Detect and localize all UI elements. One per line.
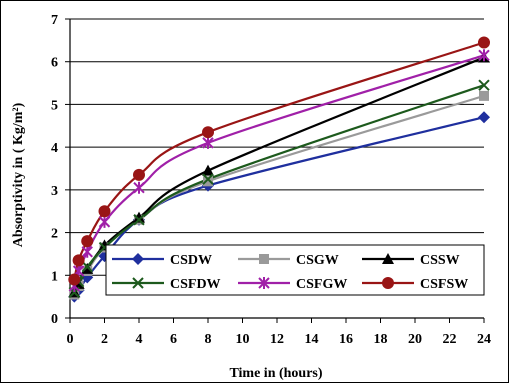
x-tick-label: 10 <box>236 332 250 347</box>
legend-marker <box>132 277 144 289</box>
legend-entry-csfsw: CSFSW <box>362 277 468 292</box>
y-tick-label: 0 <box>51 312 58 327</box>
legend: CSDW CSGW CSSW CSFDW CSFGW CSFSW <box>105 244 485 296</box>
x-tick-label: 14 <box>305 332 319 347</box>
x-tick-labels: 0 2 4 6 8 10 12 14 16 18 20 22 24 <box>67 332 492 347</box>
x-tick-label: 6 <box>170 332 177 347</box>
legend-marker <box>259 254 269 264</box>
legend-label: CSFDW <box>170 277 221 292</box>
legend-entry-csdw: CSDW <box>112 253 212 268</box>
data-point-csfgw <box>202 136 214 149</box>
data-point-csfsw <box>202 126 214 139</box>
data-point-csfsw <box>68 273 81 286</box>
data-point-csgw <box>203 176 213 187</box>
axes <box>65 18 485 323</box>
data-point-csfsw <box>478 36 490 49</box>
legend-entry-cssw: CSSW <box>362 253 460 268</box>
data-point-csfgw <box>81 245 93 258</box>
legend-box <box>105 244 485 296</box>
legend-marker <box>132 253 144 265</box>
legend-entry-csfdw: CSFDW <box>112 277 221 292</box>
x-axis-title: Time in (hours) <box>229 366 322 381</box>
legend-label: CSFGW <box>296 277 347 292</box>
data-point-csfsw <box>72 254 85 267</box>
data-point-csfsw <box>81 235 94 248</box>
data-point-csfdw <box>202 173 214 185</box>
legend-label: CSGW <box>296 253 339 268</box>
y-tick-label: 3 <box>51 184 58 199</box>
data-point-csdw <box>478 111 490 124</box>
legend-marker <box>382 277 394 289</box>
data-point-csfgw <box>98 215 111 228</box>
legend-entry-csgw: CSGW <box>238 253 339 268</box>
data-point-csfsw <box>98 205 111 218</box>
legend-label: CSFSW <box>420 277 468 292</box>
gridlines <box>70 18 484 276</box>
data-point-cssw <box>133 211 145 223</box>
series-line-csfsw <box>73 41 485 280</box>
y-tick-label: 1 <box>51 269 58 284</box>
legend-marker <box>258 277 270 289</box>
legend-label: CSDW <box>170 253 212 268</box>
data-point-csfdw <box>81 261 93 273</box>
data-point-csfdw <box>478 79 490 91</box>
x-tick-label: 20 <box>408 332 422 347</box>
legend-marker <box>382 253 394 264</box>
legend-entry-csfgw: CSFGW <box>238 277 347 292</box>
y-axis-title: Absorptivity in ( Kg/m²) <box>11 102 26 247</box>
x-tick-label: 0 <box>67 332 74 347</box>
y-tick-label: 5 <box>51 98 58 113</box>
data-point-csfsw <box>133 168 145 181</box>
x-tick-label: 4 <box>136 332 143 347</box>
data-point-csgw <box>479 90 489 101</box>
x-tick-label: 8 <box>205 332 212 347</box>
legend-label: CSSW <box>420 253 460 268</box>
x-tick-label: 24 <box>477 332 491 347</box>
y-tick-label: 4 <box>51 141 58 156</box>
data-point-cssw <box>202 164 214 176</box>
x-tick-label: 22 <box>443 332 457 347</box>
x-tick-label: 12 <box>270 332 284 347</box>
y-tick-label: 2 <box>51 227 58 242</box>
x-tick-label: 2 <box>101 332 108 347</box>
y-tick-labels: 0 1 2 3 4 5 6 7 <box>51 13 58 327</box>
data-point-csfgw <box>478 49 490 62</box>
data-point-csfgw <box>133 181 145 194</box>
series-markers <box>68 36 490 303</box>
x-tick-label: 16 <box>339 332 353 347</box>
x-tick-label: 18 <box>374 332 388 347</box>
y-tick-label: 7 <box>51 13 58 28</box>
data-point-csfdw <box>133 214 145 226</box>
y-tick-label: 6 <box>51 56 58 71</box>
